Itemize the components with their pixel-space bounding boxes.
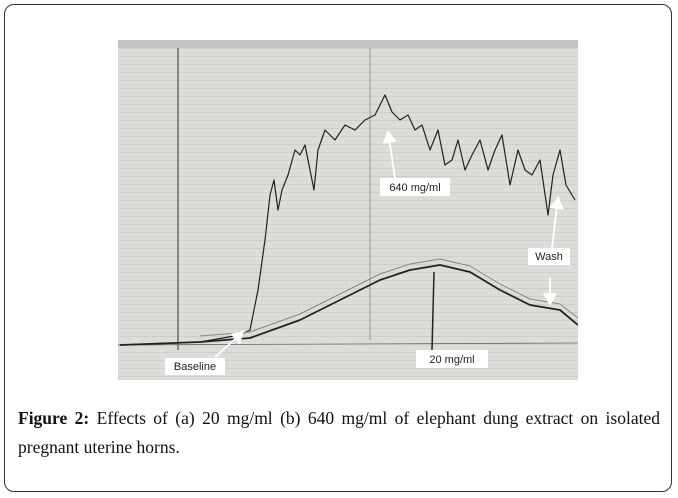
baseline-line	[118, 342, 578, 346]
arrow	[214, 330, 245, 358]
label: 640 mg/ml	[389, 182, 440, 194]
figure-frame	[4, 4, 672, 492]
label-box	[165, 358, 225, 375]
label-box	[380, 178, 450, 196]
arrow	[549, 196, 564, 249]
arrow	[382, 130, 397, 179]
label-box	[528, 248, 570, 265]
label-box	[416, 350, 488, 368]
chart-paper	[118, 40, 578, 380]
caption-label: Figure 2:	[18, 408, 90, 428]
trace-low-shadow	[199, 258, 578, 337]
label: Baseline	[174, 361, 216, 373]
trace-high	[119, 94, 576, 346]
caption-text: Effects of (a) 20 mg/ml (b) 640 mg/ml of…	[18, 408, 660, 457]
figure-image: 640 mg/ml Wash Baseline 20 mg/ml	[118, 40, 578, 380]
label: Wash	[535, 251, 563, 263]
pointer	[431, 271, 435, 351]
trace-low	[119, 264, 578, 346]
paper-header	[118, 40, 578, 48]
caption: Figure 2: Effects of (a) 20 mg/ml (b) 64…	[18, 404, 660, 462]
label: 20 mg/ml	[429, 354, 474, 366]
